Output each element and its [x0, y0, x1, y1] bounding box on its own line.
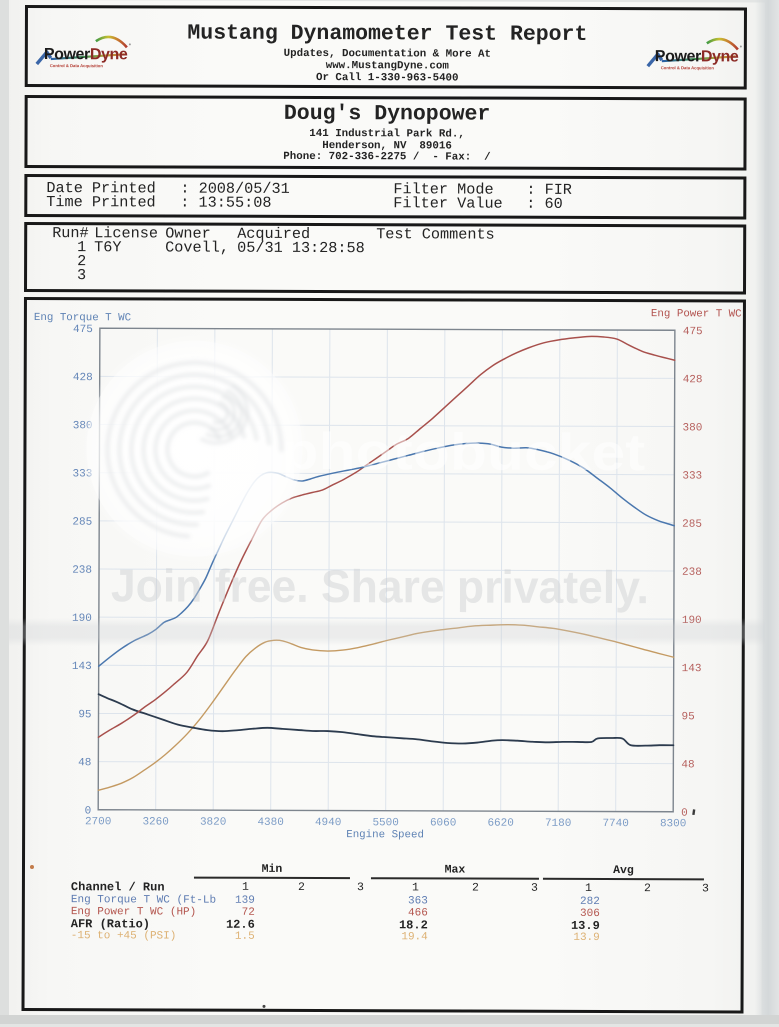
svg-text:Join free. Share privately.: Join free. Share privately. — [111, 559, 649, 613]
svg-text:4940: 4940 — [315, 817, 341, 829]
svg-text:428: 428 — [683, 374, 703, 386]
svg-text:8300: 8300 — [660, 818, 686, 830]
svg-text:238: 238 — [72, 565, 92, 577]
svg-text:48: 48 — [681, 759, 694, 771]
svg-text:0: 0 — [85, 805, 92, 817]
svg-text:photobucket: photobucket — [281, 423, 645, 482]
svg-text:Eng Power T WC: Eng Power T WC — [651, 308, 742, 320]
svg-text:95: 95 — [682, 711, 695, 723]
svg-text:475: 475 — [683, 326, 703, 338]
svg-text:3260: 3260 — [142, 816, 168, 828]
svg-text:475: 475 — [73, 324, 93, 336]
svg-text:428: 428 — [73, 372, 93, 384]
svg-text:6620: 6620 — [487, 818, 513, 830]
svg-text:7180: 7180 — [545, 818, 571, 830]
svg-text:Control & Data Acquisition: Control & Data Acquisition — [50, 63, 104, 68]
svg-text:Engine Speed: Engine Speed — [346, 829, 424, 841]
svg-text:PowerDyne: PowerDyne — [44, 46, 128, 63]
svg-text:7740: 7740 — [602, 818, 628, 830]
svg-text:333: 333 — [682, 470, 702, 482]
svg-text:5500: 5500 — [372, 817, 398, 829]
svg-text:285: 285 — [72, 517, 92, 529]
svg-text:Control & Data Acquisition: Control & Data Acquisition — [661, 65, 715, 70]
svg-text:48: 48 — [78, 757, 91, 769]
svg-text:6060: 6060 — [430, 817, 456, 829]
svg-text:143: 143 — [72, 661, 92, 673]
svg-text:285: 285 — [682, 519, 702, 531]
svg-text:2700: 2700 — [85, 816, 111, 828]
svg-text:143: 143 — [682, 663, 702, 675]
svg-text:238: 238 — [682, 567, 702, 579]
svg-text:380: 380 — [683, 422, 703, 434]
svg-text:190: 190 — [72, 613, 92, 625]
svg-text:PowerDyne: PowerDyne — [655, 48, 739, 65]
svg-text:4380: 4380 — [257, 817, 283, 829]
svg-text:Eng Torque T WC: Eng Torque T WC — [34, 312, 132, 324]
svg-text:3820: 3820 — [200, 817, 226, 829]
svg-text:190: 190 — [682, 615, 702, 627]
svg-text:0: 0 — [681, 808, 688, 820]
svg-text:95: 95 — [78, 709, 91, 721]
